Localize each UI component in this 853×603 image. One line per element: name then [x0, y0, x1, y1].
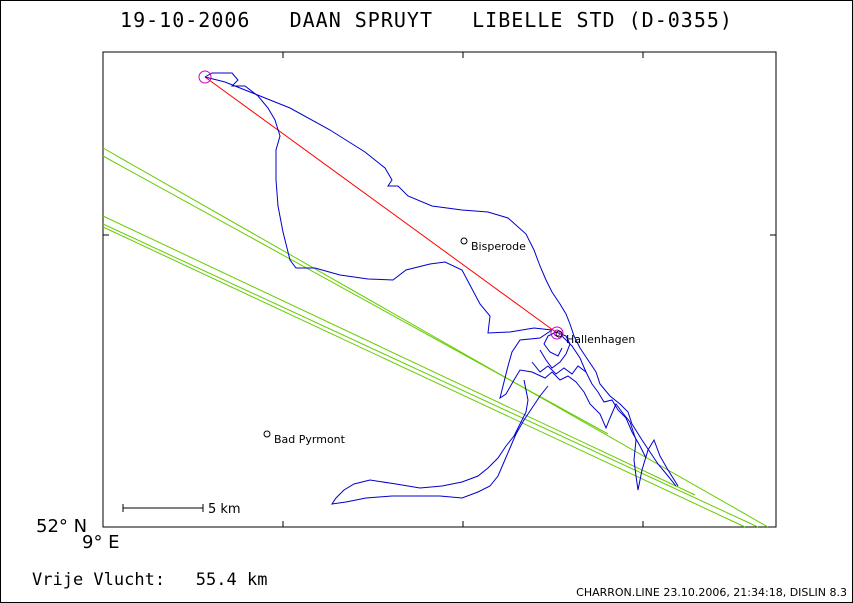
- scale-bar-label: 5 km: [208, 502, 241, 517]
- place-label: Bisperode: [471, 240, 526, 253]
- landing-marker: [550, 326, 564, 340]
- axis-ticks: [103, 52, 776, 527]
- flight-distance: Vrije Vlucht: 55.4 km: [32, 570, 267, 590]
- footer-info: CHARRON.LINE 23.10.2006, 21:34:18, DISLI…: [576, 586, 847, 599]
- free-flight-line: [204, 76, 558, 334]
- longitude-label: 9° E: [82, 532, 120, 553]
- place-label: Bad Pyrmont: [274, 433, 346, 446]
- flight-distance-label: Vrije Vlucht:: [32, 570, 166, 590]
- latitude-label: 52° N: [36, 516, 88, 537]
- place-label: Hallenhagen: [566, 333, 635, 346]
- scale-bar: [122, 504, 204, 512]
- place-hallenhagen: Hallenhagen: [555, 330, 635, 346]
- map-title: 19-10-2006 DAAN SPRUYT LIBELLE STD (D-03…: [120, 8, 733, 32]
- start-marker: [198, 70, 212, 84]
- town-dot: [263, 430, 271, 438]
- flight-track: [204, 72, 679, 505]
- town-dot: [555, 330, 563, 338]
- town-dot: [460, 237, 468, 245]
- place-bad-pyrmont: Bad Pyrmont: [263, 430, 346, 446]
- plot-area: [102, 51, 777, 528]
- place-bisperode: Bisperode: [460, 237, 526, 253]
- flight-distance-value: 55.4 km: [195, 570, 268, 590]
- airspace-boundaries: [102, 147, 769, 528]
